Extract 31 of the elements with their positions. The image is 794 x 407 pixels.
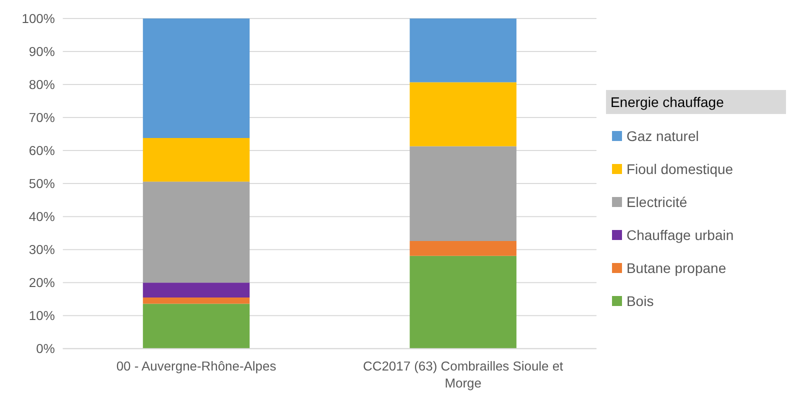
x-tick-label: CC2017 (63) Combrailles Sioule et Morge <box>363 358 564 391</box>
bar <box>410 146 516 241</box>
y-tick-label: 90% <box>28 44 56 60</box>
bar <box>410 82 516 146</box>
y-tick-label: 10% <box>28 308 56 324</box>
bar <box>410 18 516 82</box>
y-tick-label: 30% <box>28 242 56 258</box>
y-tick-label: 60% <box>28 143 56 158</box>
bar <box>142 297 250 304</box>
bar <box>142 282 250 298</box>
bar <box>142 138 250 182</box>
y-tick-label: 80% <box>28 77 56 92</box>
y-tick-label: 100% <box>22 11 56 26</box>
legend-label: Chauffage urbain <box>625 226 735 245</box>
y-tick-label: 20% <box>28 275 56 290</box>
y-tick-label: 40% <box>28 209 56 224</box>
bar <box>142 182 250 283</box>
y-tick-label: 70% <box>28 110 56 126</box>
legend-label: Fioul domestique <box>625 160 734 179</box>
bar <box>410 256 516 349</box>
legend-title: Energie chauffage <box>606 90 786 114</box>
legend-label: Gaz naturel <box>625 127 700 146</box>
legend-label: Electricité <box>625 193 688 212</box>
legend-label: Butane propane <box>625 259 728 278</box>
x-tick-label: 00 - Auvergne-Rhône-Alpes <box>116 358 277 374</box>
y-tick-label: 0% <box>36 341 56 356</box>
bar <box>410 241 516 256</box>
legend-label: Bois <box>625 292 655 311</box>
bar <box>142 304 250 349</box>
bar <box>142 18 250 138</box>
y-tick-label: 50% <box>28 176 56 192</box>
